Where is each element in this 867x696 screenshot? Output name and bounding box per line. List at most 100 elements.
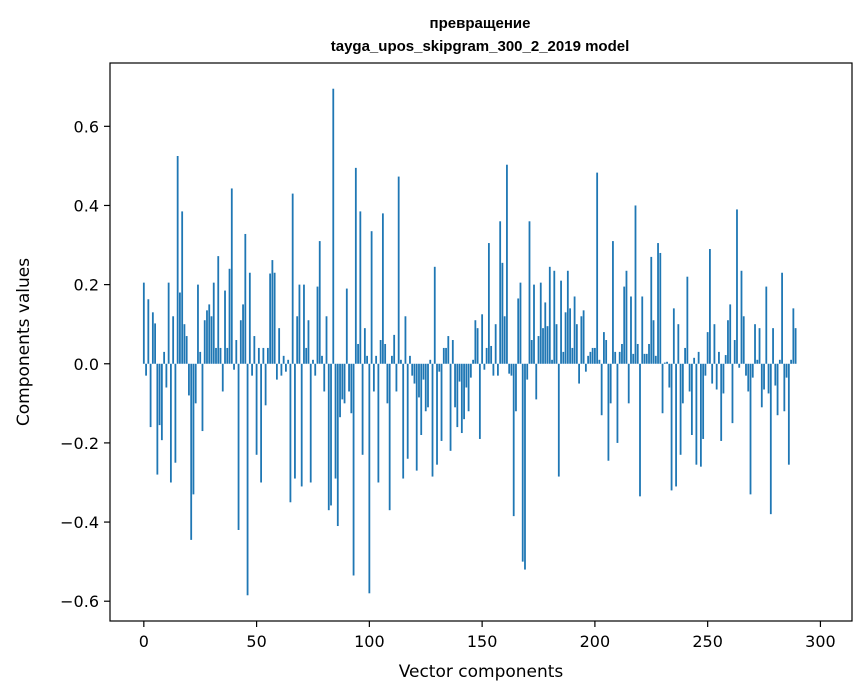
bar-43 (239, 320, 242, 364)
bar-133 (442, 347, 445, 364)
bar-128 (431, 363, 434, 477)
bar-139 (456, 363, 459, 428)
bar-79 (321, 355, 323, 364)
bar-208 (612, 241, 614, 364)
bar-45 (244, 233, 247, 364)
bar-173 (533, 284, 535, 364)
bar-14 (174, 363, 177, 463)
bar-27 (203, 320, 206, 364)
bar-213 (623, 286, 626, 364)
bar-262 (733, 340, 736, 364)
y-tick-label: 0.6 (74, 117, 99, 136)
x-tick-label: 100 (354, 632, 385, 651)
bar-263 (736, 209, 738, 364)
bar-258 (724, 355, 727, 364)
bar-35 (221, 363, 224, 392)
bar-142 (463, 363, 465, 420)
bar-114 (400, 359, 402, 364)
bar-105 (379, 340, 382, 364)
bar-279 (772, 328, 774, 364)
bar-235 (672, 308, 675, 364)
bar-210 (616, 363, 619, 443)
bar-240 (684, 347, 686, 364)
bar-40 (233, 363, 235, 370)
bar-281 (776, 363, 779, 416)
y-axis: −0.6 −0.4 −0.2 0.0 0.2 0.4 0.6 (60, 117, 110, 611)
y-tick-label: 0.4 (74, 196, 99, 215)
bar-234 (670, 363, 673, 491)
bar-99 (366, 355, 368, 364)
bar-169 (524, 363, 526, 570)
bar-265 (740, 270, 743, 364)
bar-162 (508, 363, 511, 374)
bar-244 (693, 357, 696, 364)
bar-203 (600, 363, 603, 416)
bar-127 (429, 359, 432, 364)
bar-195 (582, 310, 585, 364)
bar-16 (179, 292, 181, 364)
bar-179 (546, 326, 549, 364)
bar-284 (783, 363, 786, 412)
bar-158 (499, 221, 502, 364)
bar-22 (192, 363, 195, 495)
bar-120 (413, 363, 416, 384)
bar-218 (634, 205, 637, 364)
bar-270 (751, 363, 754, 378)
bar-58 (273, 272, 276, 364)
bar-115 (402, 363, 405, 479)
bar-229 (659, 252, 662, 364)
bar-101 (370, 231, 373, 364)
bar-252 (711, 363, 714, 384)
bar-76 (314, 363, 317, 376)
bar-44 (242, 304, 244, 364)
bar-93 (352, 363, 355, 576)
bar-109 (388, 363, 391, 511)
bar-168 (521, 363, 524, 562)
bar-200 (593, 347, 596, 364)
bar-137 (451, 340, 454, 364)
bar-163 (510, 363, 513, 376)
x-tick-label: 50 (246, 632, 266, 651)
y-tick-label: 0.0 (74, 355, 99, 374)
bar-0 (142, 282, 145, 364)
bar-272 (756, 359, 759, 364)
bar-71 (303, 284, 305, 364)
x-axis: 0 50 100 150 200 250 300 (139, 621, 836, 651)
bar-217 (632, 353, 635, 364)
bar-193 (578, 363, 580, 384)
bar-2 (147, 299, 150, 364)
bar-202 (598, 359, 601, 364)
bar-65 (289, 363, 292, 503)
bar-189 (569, 308, 571, 364)
x-tick-label: 300 (805, 632, 836, 651)
bar-10 (165, 363, 168, 388)
bar-228 (657, 243, 659, 364)
chart-subtitle: tayga_upos_skipgram_300_2_2019 model (331, 38, 630, 55)
y-tick-label: −0.2 (60, 434, 99, 453)
bar-87 (339, 363, 341, 418)
plot-frame (109, 62, 853, 622)
bar-1 (145, 363, 147, 376)
bar-106 (381, 213, 384, 364)
bar-170 (526, 363, 529, 380)
bar-174 (535, 363, 538, 400)
bar-51 (257, 347, 260, 364)
x-tick-label: 150 (467, 632, 498, 651)
bar-151 (483, 363, 486, 370)
bar-196 (584, 363, 587, 372)
bar-164 (512, 363, 515, 517)
bar-113 (397, 176, 400, 364)
bar-77 (316, 286, 319, 364)
bar-254 (715, 363, 718, 390)
bar-11 (167, 282, 170, 364)
bar-149 (478, 363, 481, 439)
bar-50 (255, 363, 258, 455)
bar-126 (427, 363, 429, 408)
bar-176 (539, 282, 542, 364)
bar-148 (476, 328, 479, 364)
bar-series (142, 88, 797, 596)
bar-53 (262, 347, 265, 364)
bar-147 (474, 320, 477, 364)
bar-108 (386, 363, 389, 404)
bar-48 (251, 363, 253, 376)
